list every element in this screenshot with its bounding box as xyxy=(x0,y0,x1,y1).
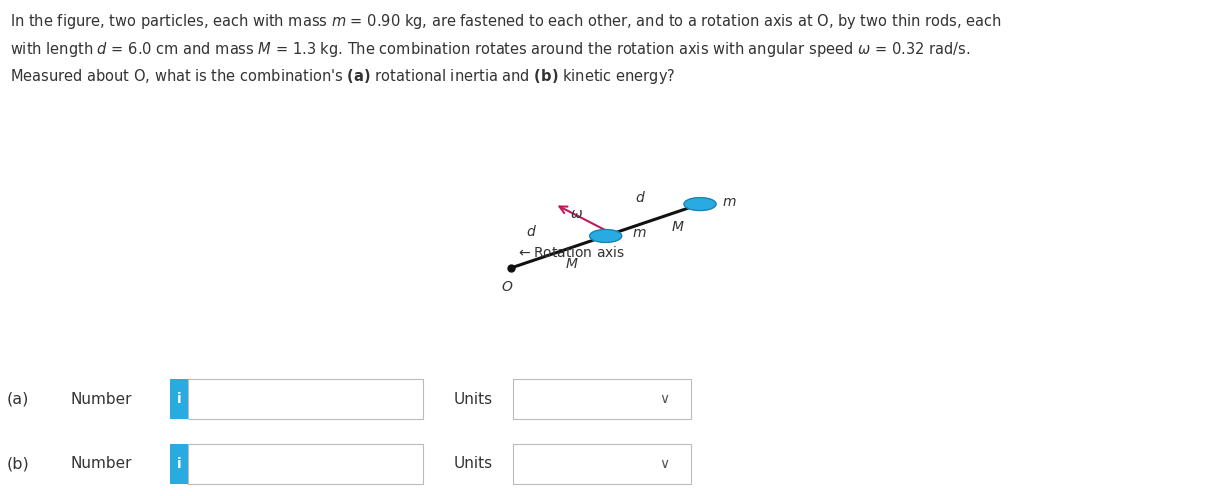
FancyBboxPatch shape xyxy=(170,379,188,419)
Text: i: i xyxy=(177,392,181,406)
FancyBboxPatch shape xyxy=(170,444,188,484)
Text: with length $d$ = 6.0 cm and mass $M$ = 1.3 kg. The combination rotates around t: with length $d$ = 6.0 cm and mass $M$ = … xyxy=(10,40,970,59)
FancyBboxPatch shape xyxy=(513,379,691,419)
Text: Units: Units xyxy=(453,456,493,471)
Text: $M$: $M$ xyxy=(564,257,578,271)
FancyBboxPatch shape xyxy=(188,379,423,419)
Text: $O$: $O$ xyxy=(501,280,514,294)
FancyBboxPatch shape xyxy=(513,444,691,484)
Text: Number: Number xyxy=(70,456,132,471)
Text: $m$: $m$ xyxy=(632,227,646,241)
Text: ∨: ∨ xyxy=(659,457,669,471)
Text: i: i xyxy=(177,457,181,471)
Text: Number: Number xyxy=(70,392,132,407)
Circle shape xyxy=(684,197,716,210)
Text: $\omega$: $\omega$ xyxy=(569,207,583,221)
Text: $\leftarrow$Rotation axis: $\leftarrow$Rotation axis xyxy=(516,246,626,260)
Text: (a): (a) xyxy=(6,392,28,407)
Text: ∨: ∨ xyxy=(659,392,669,406)
Text: $d$: $d$ xyxy=(526,225,537,240)
Text: $m$: $m$ xyxy=(722,194,737,209)
Text: (b): (b) xyxy=(6,456,28,471)
Text: $d$: $d$ xyxy=(634,190,646,205)
FancyBboxPatch shape xyxy=(188,444,423,484)
Text: $M$: $M$ xyxy=(671,220,685,234)
Text: Units: Units xyxy=(453,392,493,407)
Text: In the figure, two particles, each with mass $m$ = 0.90 kg, are fastened to each: In the figure, two particles, each with … xyxy=(10,12,1002,31)
Circle shape xyxy=(590,230,622,243)
Text: Measured about O, what is the combination's $\mathbf{(a)}$ rotational inertia an: Measured about O, what is the combinatio… xyxy=(10,67,675,86)
